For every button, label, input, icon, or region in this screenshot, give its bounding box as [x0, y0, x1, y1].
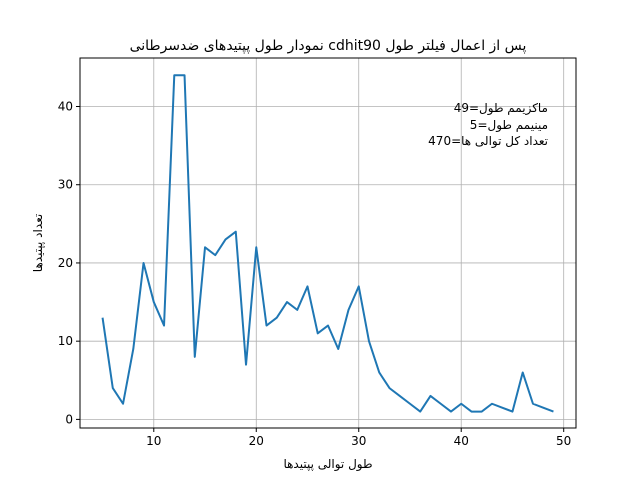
x-axis-label: طول توالی پپتیدها — [283, 457, 372, 472]
chart-title: نمودار طول پپتیدهای ضدسرطانی cdhit90 پس … — [130, 38, 527, 54]
y-tick-label: 30 — [58, 178, 73, 192]
annotation-max-length: ماکزیمم طول=49 — [454, 101, 548, 116]
x-tick-label: 50 — [556, 434, 571, 448]
x-tick-label: 40 — [454, 434, 469, 448]
annotation-min-length: مینیمم طول=5 — [470, 118, 548, 133]
grid — [80, 58, 576, 428]
series-line — [101, 74, 554, 413]
y-tick-label: 10 — [58, 334, 73, 348]
annotation-total-count: تعداد کل توالی ها=470 — [428, 134, 548, 149]
y-tick-label: 20 — [58, 256, 73, 270]
axis-ticks: 10 20 30 40 50 0 10 20 30 40 — [58, 99, 572, 448]
x-tick-label: 20 — [249, 434, 264, 448]
x-tick-label: 30 — [351, 434, 366, 448]
y-tick-label: 0 — [65, 412, 73, 426]
y-tick-label: 40 — [58, 99, 73, 113]
y-axis-label: تعداد پپتیدها — [31, 214, 45, 272]
plot-frame — [79, 57, 577, 429]
x-tick-label: 10 — [146, 434, 161, 448]
